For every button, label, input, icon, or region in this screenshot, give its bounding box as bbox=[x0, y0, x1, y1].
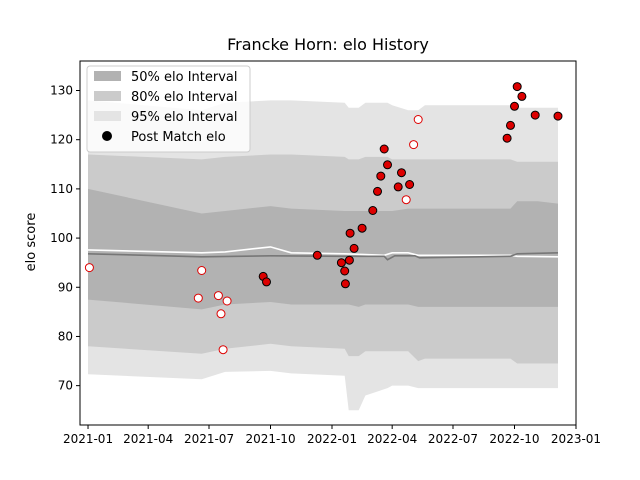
axes: 70 80 90 100 110 120 130 2021-01 2021-04 2021-07 2… bbox=[50, 60, 601, 446]
y-axis-label: elo score bbox=[24, 213, 39, 272]
legend-label: 50% elo Interval bbox=[131, 70, 238, 85]
data-point bbox=[383, 160, 392, 170]
elo-line-0 bbox=[87, 246, 559, 258]
data-point bbox=[553, 111, 563, 121]
x-tick-label: 2022-07 bbox=[428, 432, 478, 446]
data-point bbox=[218, 345, 228, 355]
legend-label: Post Match elo bbox=[131, 130, 226, 145]
plot-frame bbox=[79, 60, 577, 426]
data-point bbox=[197, 266, 207, 275]
data-point bbox=[506, 120, 515, 130]
data-point bbox=[340, 279, 350, 289]
x-tick-label: 2021-07 bbox=[184, 432, 234, 446]
data-point bbox=[397, 168, 406, 178]
data-point bbox=[376, 171, 386, 181]
data-point bbox=[409, 140, 419, 150]
y-tick-label: 100 bbox=[50, 231, 73, 245]
data-point bbox=[510, 101, 519, 111]
x-tick-label: 2022-01 bbox=[307, 432, 357, 446]
data-point bbox=[344, 255, 354, 265]
legend-swatch bbox=[94, 91, 121, 101]
data-point bbox=[340, 266, 350, 276]
elo-line-1 bbox=[87, 252, 559, 261]
data-point bbox=[345, 228, 355, 238]
chart-title: Francke Horn: elo History bbox=[227, 35, 429, 54]
legend-swatch bbox=[94, 71, 121, 81]
data-point bbox=[393, 182, 403, 192]
data-point bbox=[262, 277, 271, 287]
data-point bbox=[405, 180, 415, 189]
data-point bbox=[512, 82, 522, 92]
data-point bbox=[357, 223, 367, 233]
x-tick-label: 2023-01 bbox=[551, 432, 601, 446]
data-point bbox=[413, 115, 423, 124]
legend: 50% elo Interval 80% elo Interval 95% elo … bbox=[86, 65, 251, 153]
x-tick-label: 2021-04 bbox=[123, 432, 173, 446]
data-point bbox=[401, 195, 411, 205]
data-point bbox=[213, 291, 223, 301]
y-tick-label: 120 bbox=[50, 133, 73, 147]
data-point bbox=[349, 243, 359, 253]
data-point bbox=[216, 309, 226, 319]
legend-box bbox=[86, 65, 251, 153]
x-tick-label: 2022-10 bbox=[489, 432, 539, 446]
y-tick-label: 90 bbox=[58, 280, 73, 294]
data-point bbox=[222, 296, 232, 306]
band-50 bbox=[88, 188, 558, 310]
legend-label: 95% elo Interval bbox=[131, 110, 238, 125]
legend-label: 80% elo Interval bbox=[131, 90, 238, 105]
data-point bbox=[84, 263, 94, 273]
data-point bbox=[312, 250, 322, 260]
data-point bbox=[379, 144, 389, 154]
legend-swatch bbox=[94, 111, 121, 121]
y-tick-label: 110 bbox=[50, 182, 73, 196]
post-match-points bbox=[84, 82, 563, 355]
x-tick-label: 2021-01 bbox=[63, 432, 113, 446]
data-point bbox=[502, 133, 512, 143]
x-tick-label: 2021-10 bbox=[245, 432, 295, 446]
data-point bbox=[336, 258, 346, 268]
legend-marker bbox=[102, 131, 112, 141]
data-point bbox=[530, 110, 540, 120]
data-point bbox=[193, 293, 203, 303]
interval-bands bbox=[88, 100, 558, 411]
data-point bbox=[373, 186, 382, 196]
data-point bbox=[368, 206, 378, 215]
y-tick-label: 70 bbox=[58, 379, 73, 393]
elo-lines bbox=[87, 246, 559, 261]
data-point bbox=[517, 91, 527, 101]
x-tick-label: 2022-04 bbox=[367, 432, 417, 446]
y-tick-label: 80 bbox=[58, 329, 73, 343]
y-tick-label: 130 bbox=[50, 84, 73, 98]
